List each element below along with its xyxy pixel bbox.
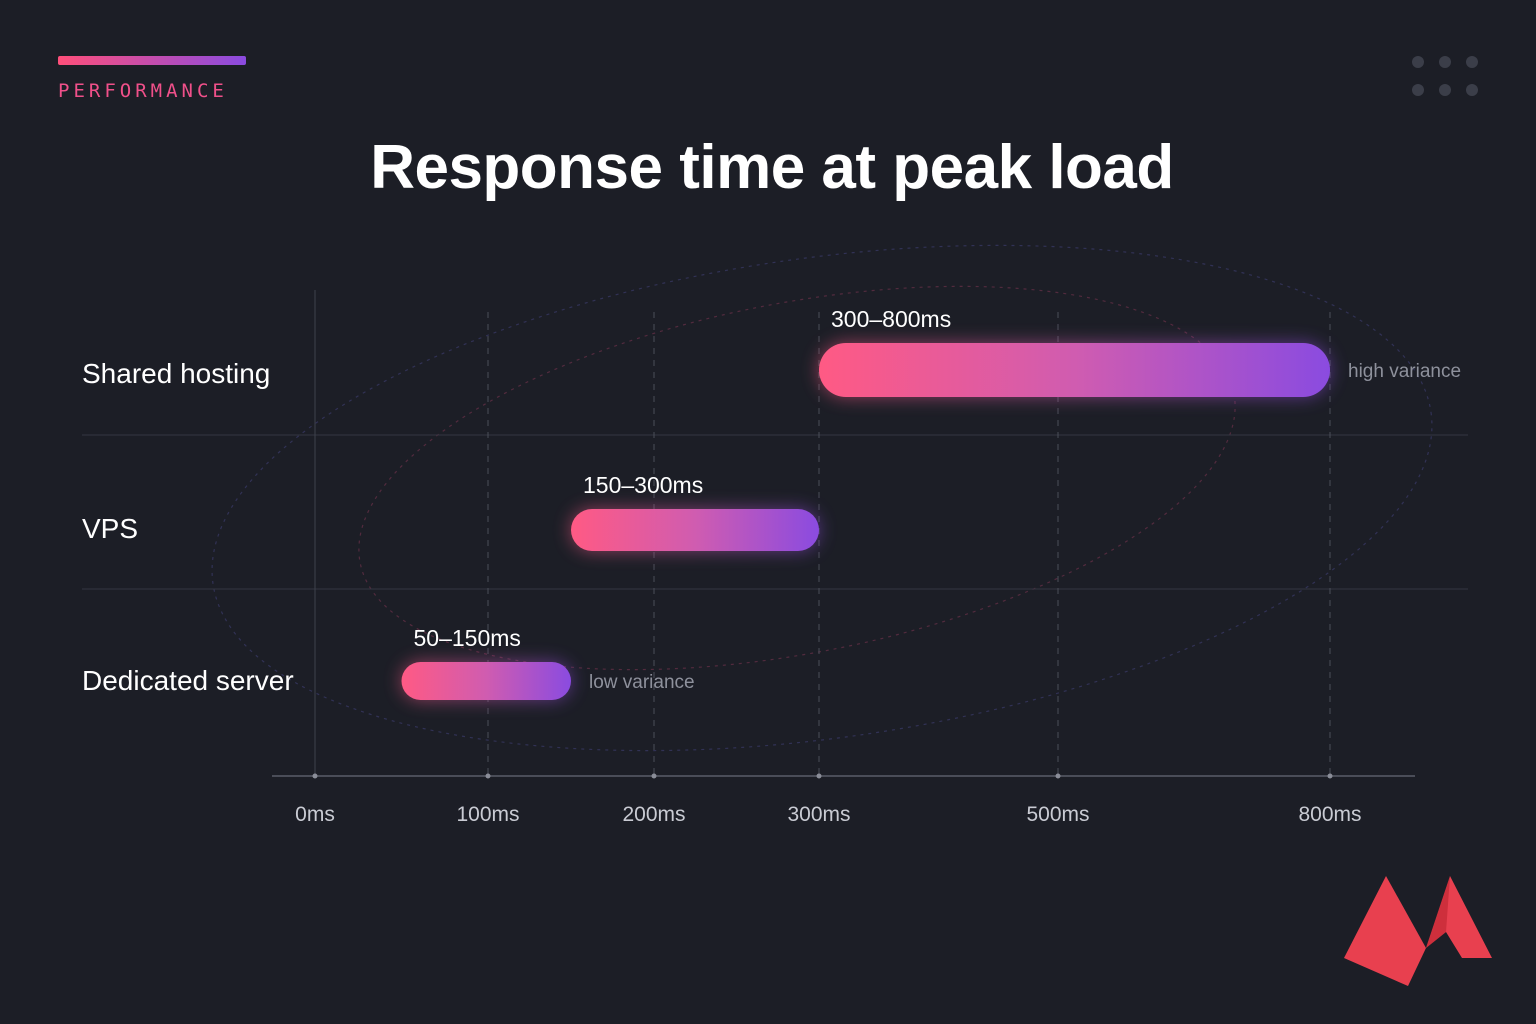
range-bar — [571, 509, 819, 551]
x-axis-tick — [312, 773, 318, 779]
decor-ellipse-outer — [211, 244, 1433, 752]
brand-logo-icon — [1344, 876, 1492, 986]
range-data-label: 150–300ms — [583, 472, 703, 498]
x-tick-label: 100ms — [456, 803, 519, 826]
x-axis-tick — [651, 773, 657, 779]
x-axis-tick — [1055, 773, 1061, 779]
x-axis-tick — [816, 773, 822, 779]
x-tick-label: 200ms — [622, 803, 685, 826]
range-bar — [819, 343, 1330, 397]
range-bar — [401, 662, 571, 700]
x-axis-tick — [485, 773, 491, 779]
x-tick-label: 300ms — [787, 803, 850, 826]
eyebrow-accent-bar — [58, 56, 246, 65]
variance-annotation: low variance — [589, 672, 695, 693]
range-data-label: 50–150ms — [414, 625, 521, 651]
eyebrow-label: PERFORMANCE — [58, 80, 228, 102]
page-title: Response time at peak load — [370, 133, 1174, 202]
range-data-label: 300–800ms — [831, 306, 951, 332]
category-label: Shared hosting — [82, 358, 270, 389]
x-tick-label: 0ms — [295, 803, 335, 826]
x-tick-label: 500ms — [1026, 803, 1089, 826]
x-tick-label: 800ms — [1298, 803, 1361, 826]
x-axis-tick — [1327, 773, 1333, 779]
variance-annotation: high variance — [1348, 361, 1461, 382]
decor-ellipse-inner — [358, 285, 1236, 671]
category-label: VPS — [82, 513, 138, 544]
category-label: Dedicated server — [82, 665, 294, 696]
dots-grid-icon — [1410, 54, 1482, 98]
